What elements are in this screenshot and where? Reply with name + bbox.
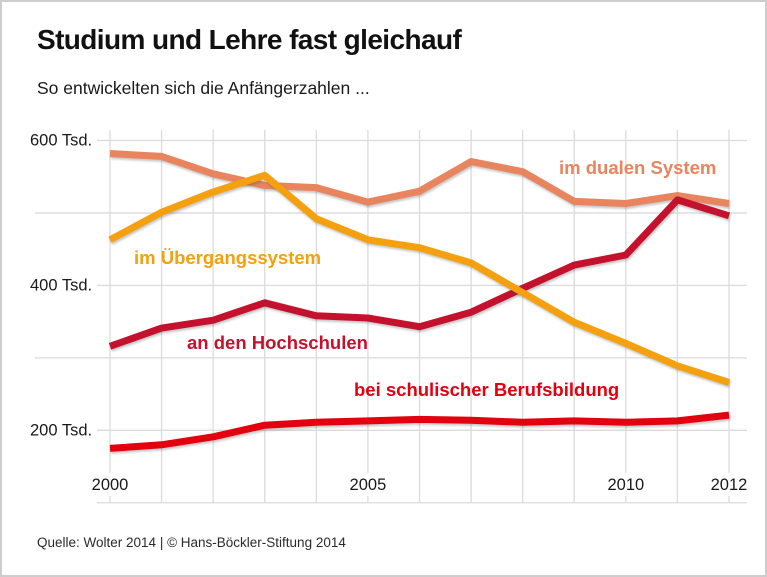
y-tick-label: 600 Tsd.	[30, 132, 92, 150]
x-tick-label: 2012	[711, 476, 748, 494]
page-title: Studium und Lehre fast gleichauf	[37, 24, 462, 55]
x-tick-label-bg	[704, 473, 753, 496]
chart-svg: 600 Tsd. 400 Tsd. 200 Tsd. 2000 2005 2010 2012…	[30, 130, 753, 504]
series-label-im-dualen-system: im dualen System	[559, 157, 716, 178]
series-label-an-den-hochschulen: an den Hochschulen	[187, 332, 368, 353]
x-tick-label: 2005	[350, 476, 387, 494]
series-label-bei-schulischer-berufsbildung: bei schulischer Berufsbildung	[354, 379, 619, 400]
y-tick-label: 400 Tsd.	[30, 276, 92, 294]
subtitle: So entwickelten sich die Anfängerzahlen …	[37, 78, 370, 98]
x-tick-label: 2000	[92, 476, 129, 494]
x-tick-label: 2010	[607, 476, 644, 494]
x-tick-label-bg	[601, 473, 650, 496]
y-tick-label: 200 Tsd.	[30, 421, 92, 439]
series-line-bei-schulischer-berufsbildung	[109, 411, 730, 452]
x-tick-label-bg	[86, 473, 134, 496]
source-credit: Quelle: Wolter 2014 | © Hans-Böckler-Sti…	[37, 535, 346, 550]
series-line-im-übergangssystem	[108, 171, 731, 386]
series-line-im-dualen-system	[109, 150, 730, 207]
x-tick-label-bg	[343, 473, 392, 496]
series-line-an-den-hochschulen	[108, 196, 731, 350]
line-chart: 600 Tsd. 400 Tsd. 200 Tsd. 2000 2005 2010 2012…	[2, 117, 765, 522]
series-label-im-übergangssystem: im Übergangssystem	[134, 247, 321, 268]
